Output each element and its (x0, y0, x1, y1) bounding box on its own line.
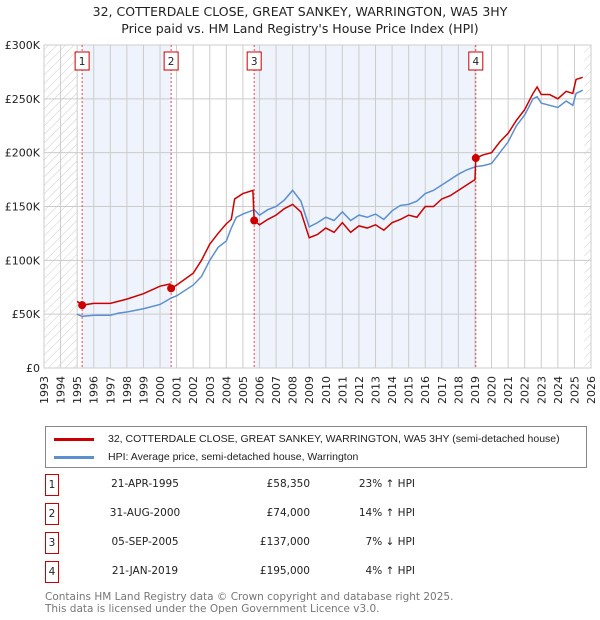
sale-point[interactable] (78, 301, 87, 310)
x-tick-label: 1999 (137, 376, 150, 404)
x-tick-label: 2012 (353, 376, 366, 404)
sale-badge-label: 2 (168, 56, 175, 68)
y-tick-label: £250K (5, 93, 41, 106)
sale-price: £137,000 (259, 536, 310, 548)
x-tick-label: 2010 (320, 376, 333, 404)
x-tick-label: 2014 (386, 376, 399, 404)
legend-item-property: 32, COTTERDALE CLOSE, GREAT SANKEY, WARR… (54, 431, 560, 447)
x-tick-label: 2003 (204, 376, 217, 404)
footer-licence: This data is licensed under the Open Gov… (45, 603, 380, 615)
blue-line-swatch (54, 455, 94, 459)
x-tick-label: 1993 (38, 376, 51, 404)
sale-point[interactable] (167, 284, 176, 293)
y-tick-label: £100K (5, 254, 41, 267)
y-tick-label: £50K (12, 308, 41, 321)
sale-hpi-diff: 23% ↑ HPI (358, 478, 415, 490)
x-tick-label: 2009 (303, 376, 316, 404)
sale-row: 3 05-SEP-2005 £137,000 7% ↓ HPI (45, 532, 445, 554)
chart-subtitle: Price paid vs. HM Land Registry's House … (121, 21, 479, 36)
sale-date: 21-APR-1995 (111, 478, 179, 490)
sale-hpi-diff: 4% ↑ HPI (365, 565, 415, 577)
x-tick-label: 2007 (270, 376, 283, 404)
hpi-line (76, 89, 584, 318)
x-tick-label: 2023 (535, 376, 548, 404)
x-tick-label: 2008 (287, 376, 300, 404)
legend-item-hpi: HPI: Average price, semi-detached house,… (54, 449, 358, 465)
x-tick-label: 2016 (419, 376, 432, 404)
y-tick-label: £300K (5, 39, 41, 52)
x-tick-label: 1995 (71, 376, 84, 404)
sale-price: £195,000 (259, 565, 310, 577)
x-tick-label: 2004 (220, 376, 233, 404)
sale-badge-label: 3 (251, 56, 258, 68)
x-tick-label: 1996 (88, 376, 101, 404)
sale-point[interactable] (250, 216, 259, 225)
sale-number: 3 (45, 532, 59, 554)
sale-date: 31-AUG-2000 (109, 507, 181, 519)
x-tick-label: 2000 (154, 376, 167, 404)
legend-label: HPI: Average price, semi-detached house,… (108, 451, 359, 463)
sale-price: £58,350 (266, 478, 310, 490)
price-chart: 1993 1994 1995 1996 1997 1998 1999 2000 2001 2002… (5, 39, 598, 404)
sale-badge-label: 1 (79, 56, 86, 68)
plot-border (43, 44, 592, 369)
x-tick-label: 2001 (171, 376, 184, 404)
legend-label: 32, COTTERDALE CLOSE, GREAT SANKEY, WARR… (108, 433, 560, 445)
sale-number: 2 (45, 503, 59, 525)
sale-number: 1 (45, 474, 59, 496)
x-tick-label: 2017 (436, 376, 449, 404)
footer-copyright: Contains HM Land Registry data © Crown c… (45, 591, 454, 603)
sale-badge (74, 51, 90, 71)
sale-hpi-diff: 7% ↓ HPI (365, 536, 415, 548)
footer: Contains HM Land Registry data © Crown c… (45, 591, 453, 615)
x-tick-label: 2020 (486, 376, 499, 404)
x-tick-label: 2018 (452, 376, 465, 404)
x-tick-label: 2021 (502, 376, 515, 404)
x-tick-label: 2026 (585, 376, 598, 404)
sale-date: 05-SEP-2005 (111, 536, 179, 548)
sale-date: 21-JAN-2019 (111, 565, 179, 577)
sale-badge-label: 4 (472, 56, 479, 68)
y-tick-label: £150K (5, 201, 41, 214)
x-tick-label: 1998 (121, 376, 134, 404)
y-tick-label: £200K (5, 147, 41, 160)
legend: 32, COTTERDALE CLOSE, GREAT SANKEY, WARR… (45, 426, 587, 468)
sale-number: 4 (45, 561, 59, 583)
x-tick-label: 2019 (469, 376, 482, 404)
sale-badge (163, 51, 179, 71)
sale-row: 2 31-AUG-2000 £74,000 14% ↑ HPI (45, 503, 445, 525)
sale-point[interactable] (471, 154, 480, 163)
property-price-line (76, 76, 583, 306)
x-tick-label: 2013 (370, 376, 383, 404)
x-tick-label: 2025 (568, 376, 581, 404)
y-tick-label: £0 (26, 362, 40, 375)
x-tick-label: 2024 (552, 376, 565, 404)
x-tick-label: 2015 (403, 376, 416, 404)
x-tick-label: 2011 (336, 376, 349, 404)
sale-row: 1 21-APR-1995 £58,350 23% ↑ HPI (45, 474, 445, 496)
x-tick-label: 2006 (253, 376, 266, 404)
x-tick-label: 2002 (187, 376, 200, 404)
chart-title: 32, COTTERDALE CLOSE, GREAT SANKEY, WARR… (92, 4, 508, 19)
x-tick-label: 2022 (519, 376, 532, 404)
x-tick-label: 1994 (55, 376, 68, 404)
x-tick-label: 2005 (237, 376, 250, 404)
sale-badge (246, 51, 262, 71)
sale-row: 4 21-JAN-2019 £195,000 4% ↑ HPI (45, 561, 445, 583)
sale-badge (468, 51, 484, 71)
sale-price: £74,000 (266, 507, 310, 519)
red-line-swatch (54, 437, 94, 441)
x-tick-label: 1997 (104, 376, 117, 404)
sale-hpi-diff: 14% ↑ HPI (358, 507, 415, 519)
